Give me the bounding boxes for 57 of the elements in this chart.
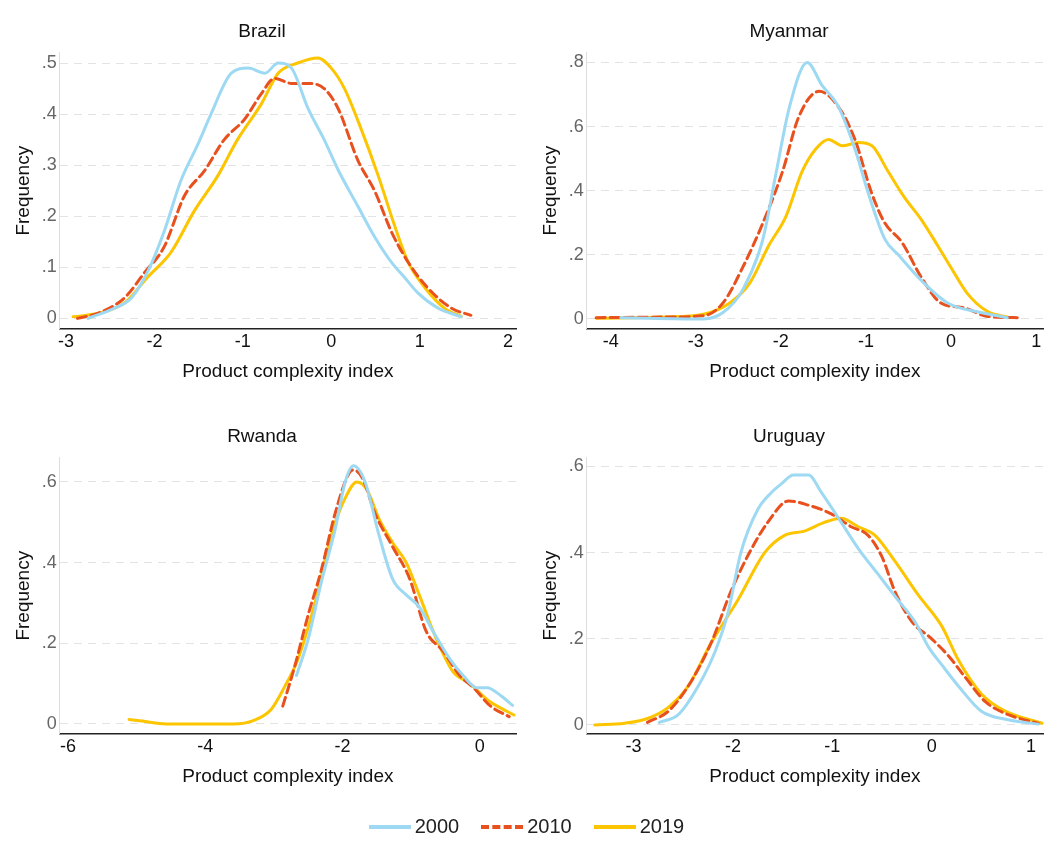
legend-label: 2010 bbox=[527, 815, 572, 838]
x-tick-label: -1 bbox=[824, 736, 841, 757]
x-tick-label: -2 bbox=[146, 331, 163, 352]
legend-label: 2000 bbox=[414, 815, 460, 838]
x-tick-label: 2 bbox=[503, 331, 514, 352]
x-tick-label: 1 bbox=[414, 331, 425, 352]
y-tick-label: .4 bbox=[41, 103, 57, 124]
x-tick-label: 0 bbox=[926, 736, 937, 757]
y-tick-label: 0 bbox=[573, 307, 584, 328]
y-tick-label: .2 bbox=[568, 243, 584, 264]
legend-label: 2019 bbox=[639, 815, 685, 838]
y-tick-label: 0 bbox=[46, 307, 57, 328]
x-axis-title: Product complexity index bbox=[182, 764, 394, 786]
y-tick-label: .1 bbox=[41, 256, 57, 277]
y-tick-label: .2 bbox=[41, 632, 57, 653]
x-tick-label: -3 bbox=[687, 331, 704, 352]
x-tick-label: 0 bbox=[326, 331, 337, 352]
x-tick-label: -2 bbox=[724, 736, 741, 757]
y-tick-label: .6 bbox=[41, 470, 57, 491]
y-tick-label: .3 bbox=[41, 154, 57, 175]
x-tick-label: -3 bbox=[57, 331, 75, 352]
y-axis-title: Frequency bbox=[11, 145, 33, 236]
x-tick-label: -2 bbox=[772, 331, 789, 352]
x-tick-label: 1 bbox=[1031, 331, 1042, 352]
y-tick-label: .4 bbox=[568, 179, 584, 200]
y-tick-label: .2 bbox=[41, 205, 57, 226]
y-tick-label: .2 bbox=[568, 627, 584, 648]
chart-title: Rwanda bbox=[227, 424, 298, 446]
x-tick-label: -4 bbox=[602, 331, 619, 352]
x-tick-label: -3 bbox=[625, 736, 642, 757]
y-axis-title: Frequency bbox=[538, 145, 560, 236]
chart-title: Myanmar bbox=[749, 19, 830, 41]
y-tick-label: 0 bbox=[573, 713, 584, 734]
x-tick-label: 0 bbox=[946, 331, 957, 352]
x-tick-label: -1 bbox=[857, 331, 874, 352]
y-tick-label: .6 bbox=[568, 115, 584, 136]
y-tick-label: .5 bbox=[41, 51, 57, 72]
x-tick-label: -1 bbox=[234, 331, 251, 352]
y-tick-label: .6 bbox=[568, 455, 584, 476]
y-tick-label: .4 bbox=[41, 551, 57, 572]
line-series bbox=[619, 60, 1009, 321]
x-tick-label: 1 bbox=[1026, 736, 1037, 757]
x-axis-title: Product complexity index bbox=[709, 359, 921, 381]
x-tick-label: -6 bbox=[60, 736, 77, 757]
y-tick-label: .4 bbox=[568, 541, 584, 562]
y-axis-title: Frequency bbox=[11, 550, 33, 641]
x-axis-title: Product complexity index bbox=[709, 764, 921, 786]
chart-title: Brazil bbox=[238, 19, 286, 41]
x-tick-label: -4 bbox=[197, 736, 214, 757]
y-axis-title: Frequency bbox=[538, 550, 560, 641]
x-axis-title: Product complexity index bbox=[182, 359, 394, 381]
chart-title: Uruguay bbox=[753, 424, 826, 446]
x-tick-label: 0 bbox=[474, 736, 485, 757]
x-tick-label: -2 bbox=[334, 736, 351, 757]
y-tick-label: .8 bbox=[568, 51, 584, 72]
line-series bbox=[594, 89, 1022, 320]
y-tick-label: 0 bbox=[46, 712, 57, 733]
